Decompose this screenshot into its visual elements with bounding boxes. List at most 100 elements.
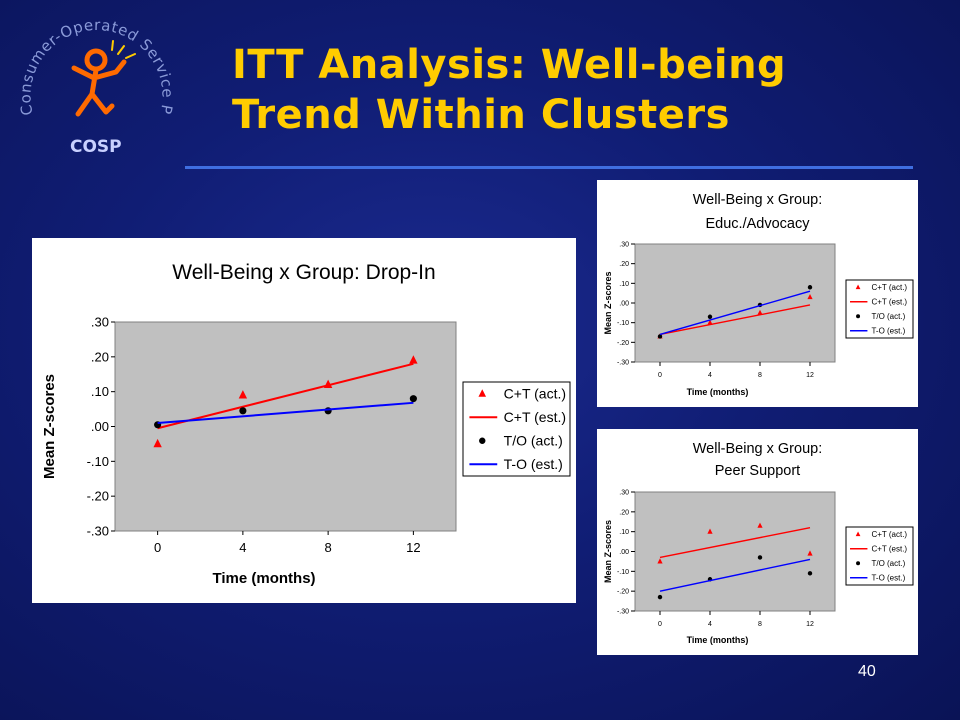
legend-label: T-O (est.)	[871, 574, 905, 583]
x-tick-label: 8	[758, 621, 762, 628]
chart-subtitle: Educ./Advocacy	[706, 216, 811, 232]
y-tick-label: .10	[619, 281, 629, 288]
x-tick-label: 0	[658, 621, 662, 628]
series-line-c-t-est	[659, 527, 811, 559]
x-tick-label: 4	[708, 372, 712, 379]
data-point-c-t-act	[409, 355, 418, 364]
slide-number: 40	[858, 663, 876, 680]
legend-label: T/O (act.)	[504, 433, 563, 449]
chart-title: Well-Being x Group: Drop-In	[172, 261, 435, 284]
y-tick-label: -.10	[617, 569, 629, 576]
data-point-t-o-act	[757, 555, 763, 560]
x-tick-label: 12	[806, 621, 814, 628]
stick-figure-icon	[71, 40, 136, 117]
chart-peer-support-svg: Well-Being x Group: Peer Support .30 .20 .10…	[603, 441, 914, 645]
legend-label: C+T (act.)	[871, 283, 907, 292]
series-line-t-o-est	[157, 401, 414, 425]
series-line-c-t-est	[659, 304, 811, 336]
x-tick-label: 12	[806, 372, 814, 379]
legend-swatch	[478, 389, 487, 397]
cosp-logo: Consumer-Operated Service Program COSP	[0, 0, 183, 167]
data-point-t-o-act	[707, 314, 713, 319]
slide-title-line2: Trend Within Clusters	[232, 92, 730, 138]
data-point-t-o-act	[239, 407, 247, 415]
legend-swatch	[856, 561, 861, 566]
y-tick-label: .20	[91, 349, 109, 364]
plot-area	[114, 321, 457, 532]
data-point-c-t-act	[707, 319, 713, 325]
legend-swatch	[856, 314, 861, 319]
y-tick-label: .00	[619, 300, 629, 307]
legend-label: T/O (act.)	[871, 559, 905, 568]
y-tick-label: .20	[619, 261, 629, 268]
legend-label: C+T (act.)	[871, 530, 907, 539]
title-divider	[185, 166, 913, 169]
y-tick-label: .00	[91, 419, 109, 434]
y-tick-label: -.10	[87, 454, 109, 469]
logo-arc-text: Consumer-Operated Service Program	[8, 2, 177, 117]
series-line-t-o-est	[659, 290, 811, 336]
x-axis-label: Time (months)	[212, 570, 315, 587]
y-tick-label: .20	[619, 509, 629, 516]
data-point-c-t-act	[757, 522, 763, 528]
legend-swatch	[855, 531, 861, 537]
legend-label: T-O (est.)	[871, 327, 905, 336]
x-tick-label: 12	[406, 540, 420, 555]
chart-educ-advocacy: Well-Being x Group: Educ./Advocacy .30 .20.…	[597, 180, 918, 407]
y-axis-label: Mean Z-scores	[603, 520, 613, 583]
legend-label: C+T (est.)	[871, 545, 907, 554]
logo-abbrev: COSP	[70, 137, 122, 157]
x-tick-label: 4	[239, 540, 246, 555]
y-tick-label: .30	[619, 241, 629, 248]
legend-box	[845, 526, 914, 586]
y-tick-label: .10	[619, 529, 629, 536]
series-line-t-o-est	[659, 558, 811, 592]
y-axis-label: Mean Z-scores	[41, 374, 58, 479]
data-point-t-o-act	[807, 571, 813, 576]
data-point-c-t-act	[238, 390, 248, 399]
data-point-t-o-act	[657, 594, 663, 600]
y-tick-label: .00	[619, 549, 629, 556]
chart-drop-in: Well-Being x Group: Drop-In .30 .20 .10 .00 -…	[32, 238, 576, 603]
data-point-c-t-act	[807, 550, 813, 556]
data-point-c-t-act	[657, 558, 663, 564]
legend-swatch	[479, 437, 486, 444]
chart-drop-in-svg: Well-Being x Group: Drop-In .30 .20 .10 .00 -…	[41, 261, 571, 587]
legend-box	[845, 279, 914, 339]
data-point-c-t-act	[807, 293, 813, 300]
x-axis-label: Time (months)	[687, 387, 749, 397]
legend-swatch	[855, 284, 861, 290]
y-tick-label: -.20	[617, 589, 629, 596]
legend-label: C+T (act.)	[504, 386, 566, 402]
x-tick-label: 0	[154, 540, 161, 555]
legend-label: T-O (est.)	[504, 456, 563, 472]
plot-area	[634, 491, 836, 612]
chart-title: Well-Being x Group:	[693, 441, 822, 457]
chart-educ-advocacy-svg: Well-Being x Group: Educ./Advocacy .30 .20.…	[603, 192, 914, 397]
x-tick-label: 8	[758, 372, 762, 379]
x-axis-label: Time (months)	[687, 635, 749, 645]
y-tick-label: -.20	[617, 340, 629, 347]
y-tick-label: -.10	[617, 320, 629, 327]
y-tick-label: -.20	[87, 489, 109, 504]
y-tick-label: .30	[619, 489, 629, 496]
data-point-c-t-act	[757, 309, 763, 315]
chart-subtitle: Peer Support	[715, 463, 800, 479]
y-axis-label: Mean Z-scores	[603, 271, 613, 334]
y-tick-label: -.30	[617, 608, 629, 615]
legend-label: C+T (est.)	[871, 298, 907, 307]
legend-label: T/O (act.)	[871, 312, 905, 321]
y-tick-label: -.30	[87, 524, 109, 539]
data-point-t-o-act	[324, 407, 332, 415]
chart-peer-support: Well-Being x Group: Peer Support .30 .20 .10…	[597, 429, 918, 655]
y-tick-label: -.30	[617, 359, 629, 366]
data-point-c-t-act	[153, 438, 162, 448]
x-tick-label: 8	[325, 540, 332, 555]
plot-area	[634, 243, 836, 363]
series-line-c-t-est	[157, 362, 414, 430]
y-tick-label: .30	[91, 315, 109, 330]
data-point-t-o-act	[807, 285, 813, 290]
slide-title: ITT Analysis: Well-being Trend Within Cl…	[232, 40, 786, 140]
y-tick-label: .10	[91, 384, 109, 399]
legend-box	[462, 381, 571, 477]
